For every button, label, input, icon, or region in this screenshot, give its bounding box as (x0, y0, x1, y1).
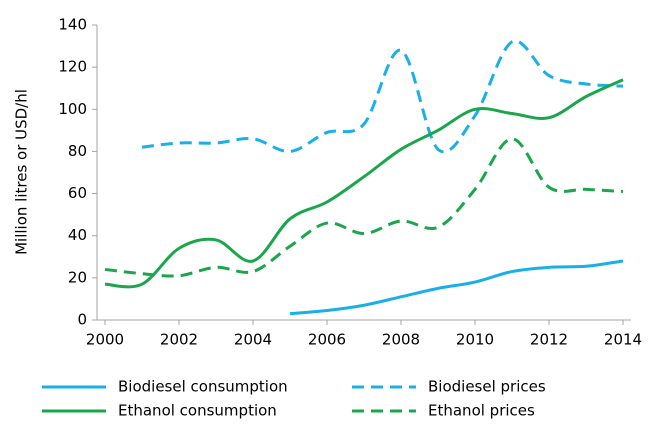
series-line (289, 259, 624, 316)
y-tick-label: 100 (58, 100, 87, 118)
x-tick-label: 2014 (604, 331, 642, 349)
y-axis-label: Million litres or USD/hl (13, 89, 31, 255)
y-tick-label: 20 (68, 268, 87, 286)
x-tick-label: 2010 (456, 331, 494, 349)
legend-label: Biodiesel prices (428, 378, 546, 396)
x-tick-label: 2008 (382, 331, 420, 349)
x-tick-label: 2000 (86, 331, 124, 349)
y-tick-label: 140 (58, 16, 87, 34)
y-tick-label: 40 (68, 226, 87, 244)
x-tick-label: 2012 (530, 331, 568, 349)
legend-label: Ethanol prices (428, 402, 535, 420)
legend-label: Ethanol consumption (118, 402, 277, 420)
y-tick-label: 80 (68, 142, 87, 160)
series-line (104, 137, 624, 278)
legend-label: Biodiesel consumption (118, 378, 288, 396)
x-tick-label: 2006 (308, 331, 346, 349)
y-tick-label: 0 (77, 311, 87, 329)
series-line (104, 78, 624, 289)
y-tick-label: 60 (68, 184, 87, 202)
y-tick-label: 120 (58, 58, 87, 76)
x-tick-label: 2002 (160, 331, 198, 349)
x-tick-label: 2004 (234, 331, 272, 349)
series-line (141, 39, 624, 154)
